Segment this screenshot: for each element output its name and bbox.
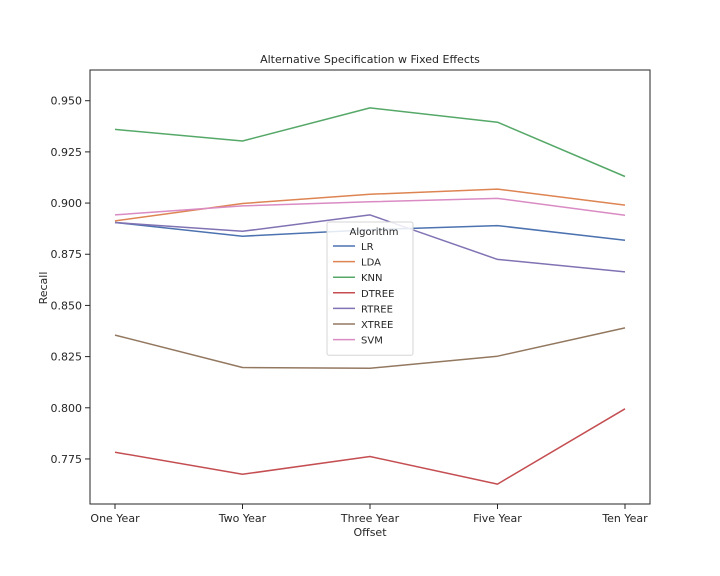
x-tick-label: One Year (90, 512, 140, 525)
legend-title: Algorithm (350, 227, 399, 238)
y-tick-label: 0.925 (51, 146, 83, 159)
legend-label: XTREE (361, 320, 393, 331)
series-line-knn (114, 107, 626, 178)
series-line-rtree (114, 214, 626, 273)
legend: Algorithm LR LDA KNN DTREE RTREE XTREE SVM (326, 221, 414, 356)
y-tick-label: 0.850 (51, 299, 83, 312)
legend-label: RTREE (361, 304, 393, 315)
legend-box (326, 221, 414, 356)
chart-title: Alternative Specification w Fixed Effect… (260, 53, 480, 66)
y-tick-label: 0.800 (51, 402, 83, 415)
y-axis: 0.775 0.800 0.825 0.850 0.875 0.900 0.925 0.950 (51, 95, 90, 466)
y-tick-label: 0.775 (51, 453, 83, 466)
legend-label: KNN (361, 273, 383, 284)
legend-label: LDA (361, 258, 381, 269)
legend-label: LR (361, 242, 374, 253)
series-line-svm (114, 197, 626, 217)
y-tick-label: 0.875 (51, 248, 83, 261)
y-tick-label: 0.900 (51, 197, 83, 210)
legend-label: SVM (361, 336, 383, 347)
y-tick-label: 0.950 (51, 95, 83, 108)
x-tick-label: Three Year (340, 512, 400, 525)
series-line-dtree (114, 408, 626, 485)
series-line-xtree (114, 327, 626, 370)
x-tick-label: Ten Year (601, 512, 648, 525)
legend-label: DTREE (361, 289, 394, 300)
x-axis-label: Offset (353, 526, 387, 539)
x-axis: One Year Two Year Three Year Five Year Ten Y… (90, 504, 648, 525)
y-tick-label: 0.825 (51, 351, 83, 364)
series-lines (114, 107, 626, 485)
y-axis-label: Recall (37, 272, 50, 305)
x-tick-label: Five Year (473, 512, 522, 525)
x-tick-label: Two Year (218, 512, 267, 525)
